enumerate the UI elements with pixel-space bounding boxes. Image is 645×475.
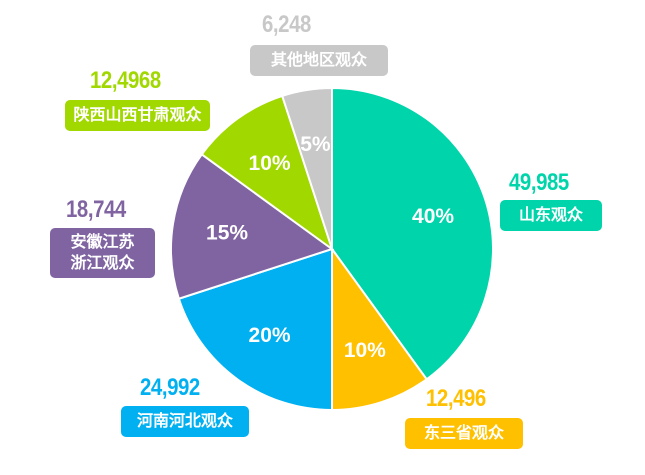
category-label-henan-hebei: 河南河北观众 — [121, 406, 249, 437]
category-label-dongsansheng: 东三省观众 — [405, 418, 523, 449]
percent-label-henan-hebei: 20% — [249, 324, 291, 347]
pie-slice-henan-hebei — [177, 247, 334, 412]
value-label-shaanxi-shanxi-gansu: 12,4968 — [90, 67, 161, 94]
label-line-1: 安徽江苏 — [70, 234, 135, 251]
pie-slice-anhui-jiangsu-zhejiang — [170, 152, 335, 301]
value-label-anhui-jiangsu-zhejiang: 18,744 — [66, 196, 126, 223]
pie-slice-other — [280, 86, 333, 250]
value-label-dongsansheng: 12,496 — [426, 385, 486, 412]
pie-slice-shaanxi-shanxi-gansu — [200, 94, 334, 252]
percent-label-shandong: 40% — [412, 205, 454, 228]
category-label-shaanxi-shanxi-gansu: 陕西山西甘肃观众 — [65, 100, 210, 131]
value-label-shandong: 49,985 — [509, 169, 569, 196]
value-label-other: 6,248 — [262, 11, 311, 38]
category-label-other: 其他地区观众 — [250, 45, 388, 76]
percent-label-anhui-jiangsu-zhejiang: 15% — [206, 221, 248, 244]
percent-label-dongsansheng: 10% — [344, 339, 386, 362]
pie-slice-shandong — [331, 86, 494, 381]
percent-label-other: 5% — [300, 133, 331, 156]
category-label-anhui-jiangsu-zhejiang: 安徽江苏 浙江观众 — [50, 228, 155, 278]
pie-slice-dongsansheng — [330, 245, 429, 412]
percent-label-shaanxi-shanxi-gansu: 10% — [249, 152, 291, 175]
label-line-2: 浙江观众 — [70, 255, 135, 272]
category-label-shandong: 山东观众 — [500, 200, 602, 231]
value-label-henan-hebei: 24,992 — [140, 374, 200, 401]
